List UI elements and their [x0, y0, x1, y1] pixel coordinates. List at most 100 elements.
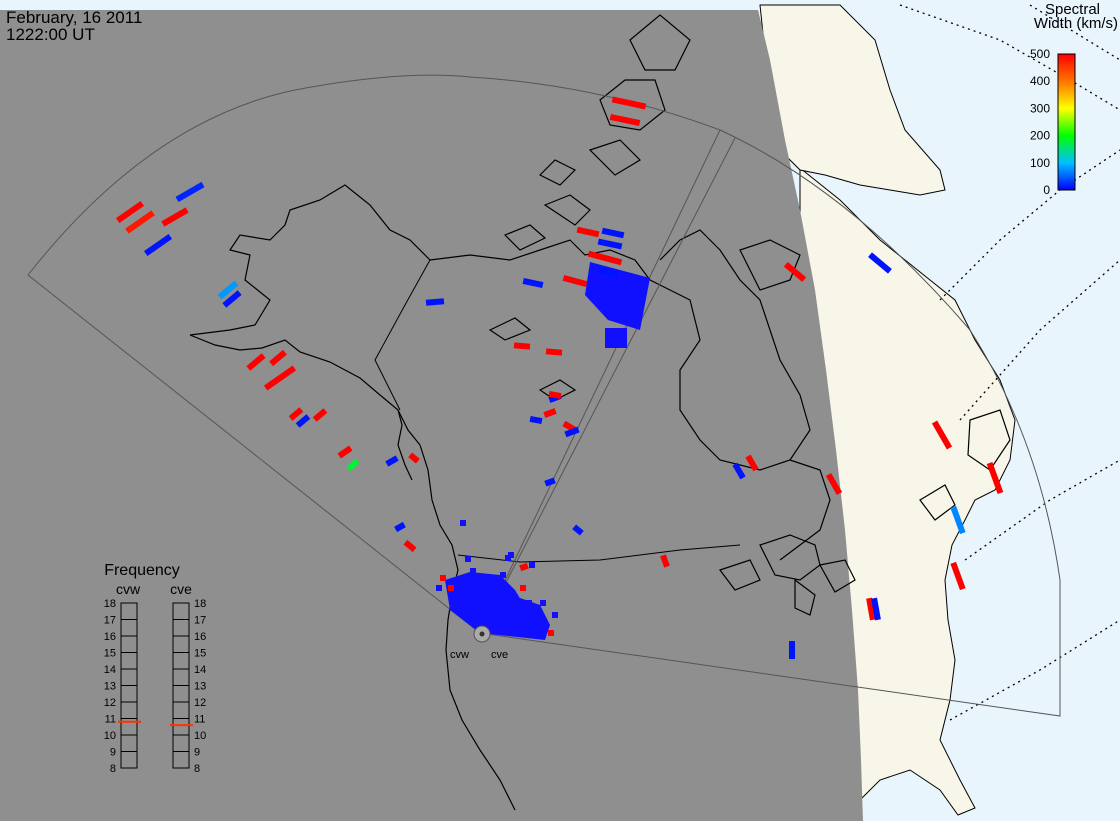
echo-cell — [425, 298, 445, 306]
echo-cell — [543, 408, 557, 418]
echo-cell — [408, 452, 420, 464]
radar-site-center — [479, 631, 485, 637]
echo-cell — [337, 445, 353, 459]
echo-cell — [394, 521, 406, 533]
echo-cell — [115, 200, 145, 224]
frequency-tick-label: 13 — [104, 681, 116, 693]
echo-cell — [745, 454, 759, 472]
echo-cell — [576, 226, 600, 238]
spectral-width-colorbar: Spectral Width (km/s) 500 400 300 200 100 0 — [1030, 1, 1118, 197]
frequency-tick-label: 14 — [104, 664, 116, 676]
echo-cell — [732, 462, 746, 480]
frequency-ticks: 18 18 17 17 16 16 15 15 14 14 13 13 12 12 11 11 10 10 9 9 8 8 — [104, 598, 207, 775]
echo-cell — [611, 96, 647, 110]
echo-cell — [562, 274, 588, 288]
colorbar-scale — [1057, 53, 1076, 191]
night-region — [0, 10, 863, 821]
time-label: 1222:00 UT — [6, 25, 95, 44]
echo-cell — [597, 266, 619, 278]
echo-cell — [601, 227, 625, 239]
frequency-tick-label: 18 — [104, 598, 116, 610]
echo-cell — [263, 365, 297, 391]
colorbar-title-line1: Spectral — [1045, 1, 1100, 18]
echo-cell — [125, 210, 155, 234]
echo-cell — [545, 348, 563, 356]
echo-cell — [385, 455, 399, 467]
frequency-label-cvw: cvw — [116, 581, 141, 597]
frequency-tick-label: 9 — [110, 747, 116, 759]
frequency-tick-label: 16 — [104, 631, 116, 643]
frequency-tick-label: 15 — [194, 648, 206, 660]
echo-cell — [540, 600, 546, 606]
colorbar-tick-label: 400 — [1030, 74, 1050, 88]
echo-cell — [465, 556, 471, 562]
echo-cell — [552, 612, 558, 618]
echo-cell — [508, 552, 514, 558]
radar-site: cvw cve — [450, 625, 508, 661]
echo-cell — [548, 630, 554, 636]
frequency-tick-label: 12 — [194, 697, 206, 709]
frequency-tick-label: 13 — [194, 681, 206, 693]
echo-cell — [950, 561, 966, 591]
colorbar-tick-label: 100 — [1030, 156, 1050, 170]
echo-cell — [460, 520, 466, 526]
echo-cell — [609, 113, 641, 127]
echo-cell — [597, 238, 623, 250]
frequency-tick-label: 15 — [104, 648, 116, 660]
frequency-tick-label: 16 — [194, 631, 206, 643]
frequency-tick-label: 10 — [104, 730, 116, 742]
echo-cell — [143, 233, 173, 257]
echo-cell — [513, 342, 531, 350]
colorbar-tick-label: 0 — [1043, 183, 1050, 197]
echo-cell — [825, 472, 843, 496]
echo-cell — [529, 416, 543, 424]
echo-cell — [312, 408, 328, 422]
echo-cell — [520, 585, 526, 591]
echo-cell — [931, 420, 953, 450]
echo-cell — [866, 597, 876, 621]
echo-layer — [115, 96, 1004, 659]
frequency-label-cve: cve — [170, 581, 192, 597]
colorbar-ticks: 500 400 300 200 100 0 — [1030, 47, 1050, 197]
echo-cell — [519, 562, 529, 572]
echo-cell — [789, 641, 795, 659]
frequency-panel: Frequency cvw cve 18 18 17 17 16 16 15 15 14 14 13… — [104, 562, 207, 775]
frequency-tick-label: 11 — [105, 714, 116, 726]
colorbar-tick-label: 300 — [1030, 101, 1050, 115]
echo-cell — [470, 568, 476, 574]
echo-cell — [526, 600, 532, 606]
frequency-tick-label: 11 — [194, 714, 205, 726]
echo-cell — [175, 181, 205, 203]
colorbar-title-line2: Width (km/s) — [1034, 15, 1118, 32]
frequency-tick-label: 17 — [104, 615, 116, 627]
echo-cell — [217, 280, 239, 300]
echo-cell — [529, 562, 535, 568]
echo-cell — [436, 585, 442, 591]
colorbar-tick-label: 500 — [1030, 47, 1050, 61]
frequency-tick-label: 8 — [110, 763, 116, 775]
echo-cell — [295, 414, 311, 428]
echo-cell — [448, 585, 454, 591]
echo-cell — [564, 426, 580, 438]
latitude-grid — [899, 4, 1120, 721]
echo-cell — [161, 207, 189, 227]
frequency-tick-label: 10 — [194, 730, 206, 742]
echo-cell — [288, 407, 304, 421]
echo-cell — [522, 277, 544, 289]
echo-cell — [871, 597, 881, 621]
echo-cell — [572, 524, 584, 536]
echo-cell — [950, 505, 966, 535]
frequency-title: Frequency — [104, 562, 180, 579]
echo-cell — [783, 261, 807, 283]
radar-label-cvw: cvw — [450, 649, 469, 661]
echo-cell — [548, 391, 562, 399]
frequency-tick-label: 8 — [194, 763, 200, 775]
echo-cell — [269, 349, 287, 367]
echo-cell — [660, 554, 670, 568]
echo-fan — [445, 262, 650, 640]
echo-cell — [544, 477, 556, 487]
date-label: February, 16 2011 — [6, 8, 143, 27]
colorbar-tick-label: 200 — [1030, 129, 1050, 143]
